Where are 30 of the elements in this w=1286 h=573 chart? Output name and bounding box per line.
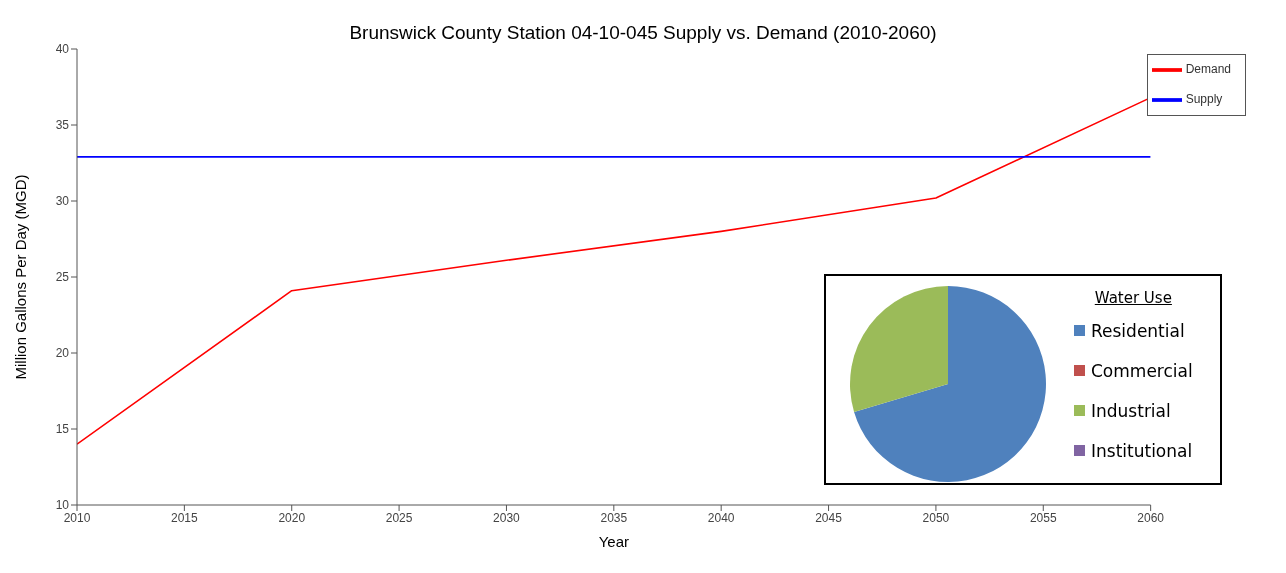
y-tick-label: 20 xyxy=(55,346,70,361)
legend-label: Commercial xyxy=(1091,360,1193,381)
y-tick-label: 10 xyxy=(55,498,70,513)
x-tick-label: 2015 xyxy=(171,510,199,525)
y-tick-label: 40 xyxy=(55,42,70,57)
pie-slice xyxy=(854,286,1046,482)
legend-label: Institutional xyxy=(1091,440,1193,461)
x-axis-title: Year xyxy=(598,533,629,550)
x-tick-label: 2010 xyxy=(63,510,91,525)
x-tick-label: 2060 xyxy=(1137,510,1165,525)
pie-slice xyxy=(850,286,948,412)
x-tick-label: 2045 xyxy=(815,510,843,525)
legend-label: Industrial xyxy=(1091,400,1171,421)
legend-label: Supply xyxy=(1185,92,1223,107)
x-tick-label: 2055 xyxy=(1029,510,1057,525)
legend-title: Water Use xyxy=(1093,288,1173,307)
x-tick-label: 2040 xyxy=(707,510,735,525)
y-tick-label: 25 xyxy=(55,270,70,285)
y-tick-label: 15 xyxy=(55,422,70,437)
chart-title: Brunswick County Station 04-10-045 Supply vs. Demand (2010-2060) xyxy=(348,22,938,44)
legend-label: Demand xyxy=(1185,62,1231,77)
x-tick-label: 2025 xyxy=(385,510,413,525)
y-tick-label: 35 xyxy=(55,118,70,133)
y-axis-title: Million Gallons Per Day (MGD) xyxy=(12,174,30,380)
x-tick-label: 2050 xyxy=(922,510,950,525)
x-tick-label: 2030 xyxy=(493,510,521,525)
x-tick-label: 2035 xyxy=(600,510,628,525)
y-tick-label: 30 xyxy=(55,194,70,209)
x-tick-label: 2020 xyxy=(278,510,306,525)
legend-label: Residential xyxy=(1091,320,1185,341)
